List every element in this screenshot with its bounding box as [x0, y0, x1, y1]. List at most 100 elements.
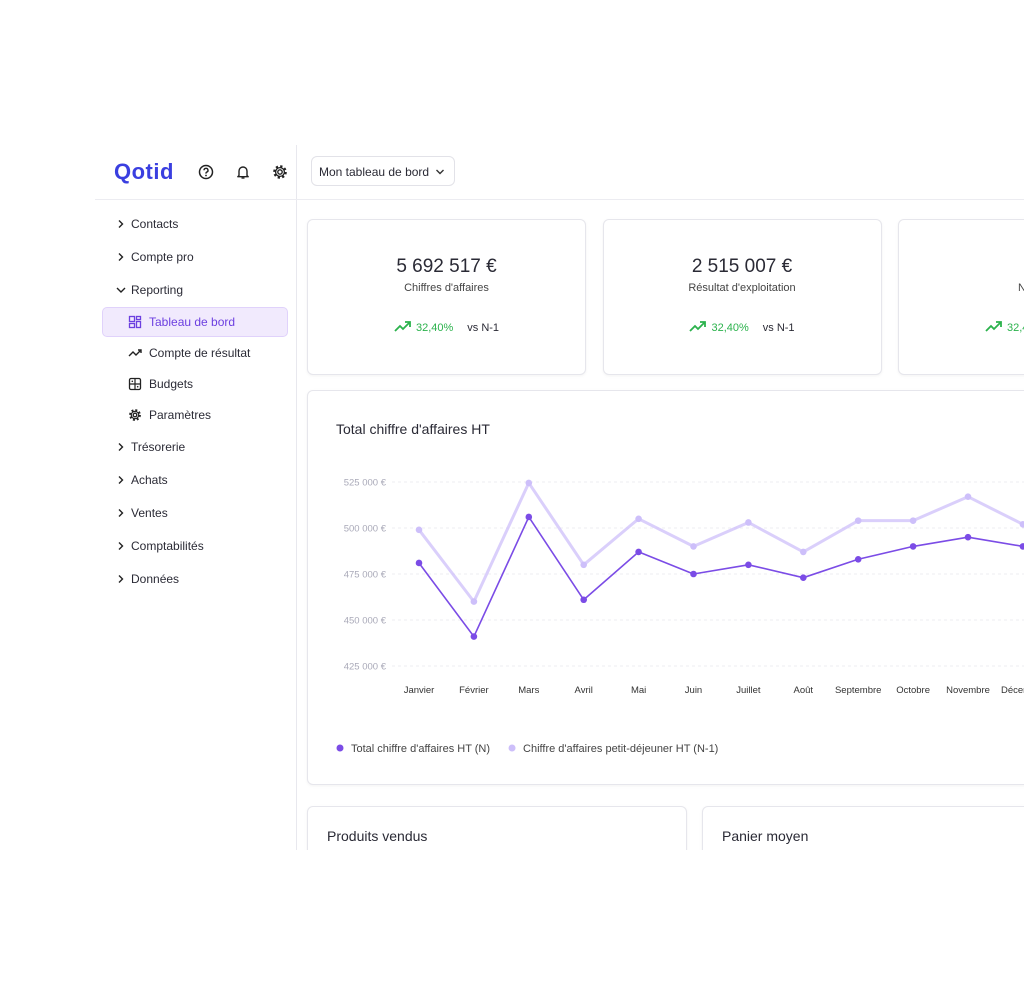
logo[interactable]: Qotid [114, 159, 174, 184]
y-tick-label: 500 000 € [344, 524, 387, 535]
app: Qotid Mon tableau de bord Contacts Compte… [95, 145, 1024, 850]
data-point [964, 533, 972, 541]
kpi-value: 36 [899, 256, 1024, 278]
data-point [800, 574, 807, 581]
kpi-card: 36 Nombre 32,40%vs N-1 [898, 219, 1024, 375]
y-tick-label: 525 000 € [344, 478, 387, 489]
kpi-change-value: 32,40% [1006, 322, 1024, 334]
data-point [415, 559, 423, 567]
data-point [964, 493, 972, 501]
data-point [1019, 543, 1024, 550]
header-border [95, 199, 1024, 200]
nav-subitem[interactable]: Budgets [95, 372, 295, 396]
x-tick-label: Mars [518, 685, 539, 696]
kpi-compare: vs N-1 [467, 322, 500, 334]
data-point [635, 515, 642, 523]
chart-card: Total chiffre d'affaires HT 425 000 € 450… [307, 390, 1024, 785]
kpi-label: Résultat d'exploitation [688, 282, 796, 294]
data-point [854, 555, 862, 563]
data-point [909, 543, 917, 550]
nav-label: Reporting [131, 283, 184, 297]
nav-item[interactable]: Reporting [95, 278, 295, 302]
x-tick-label: Octobre [896, 685, 930, 696]
nav-label: Données [131, 572, 180, 586]
data-point [525, 479, 533, 487]
bell-icon[interactable] [234, 163, 252, 181]
kpi-label: Nombre [1017, 282, 1024, 294]
x-tick-label: Novembre [946, 685, 990, 696]
data-point [690, 543, 697, 550]
data-point [745, 561, 752, 569]
nav-label: Achats [131, 473, 168, 487]
nav-label: Compte pro [131, 250, 194, 264]
select-chevron [436, 169, 444, 175]
data-point [800, 548, 807, 556]
series-line [418, 516, 1024, 638]
nav-chevron [118, 542, 124, 550]
nav-label: Trésorerie [131, 440, 186, 454]
settings-icon[interactable] [271, 163, 289, 181]
nav-label: Comptabilités [131, 539, 204, 553]
nav-item[interactable]: Achats [95, 468, 295, 492]
trend-icon [689, 321, 707, 332]
kpi-card: 5 692 517 € Chiffres d'affaires 32,40% vs N… [307, 219, 586, 375]
kpi-change: 32,40%vs N-1 [899, 320, 1024, 334]
x-tick-label: Janvier [404, 685, 435, 696]
nav-chevron [118, 443, 124, 451]
data-point [1019, 521, 1024, 528]
kpi-change: 32,40% vs N-1 [604, 320, 881, 334]
nav-item[interactable]: Ventes [95, 501, 295, 525]
nav-icon [128, 349, 142, 357]
x-tick-label: Juin [685, 685, 702, 696]
nav-label: Ventes [131, 506, 168, 520]
data-point [470, 633, 478, 640]
panel-title: Produits vendus [327, 828, 428, 844]
trend-icon [394, 321, 411, 332]
nav-subitem[interactable]: Paramètres [95, 403, 295, 427]
kpi-change-value: 32,40% [415, 322, 454, 334]
nav-item[interactable]: Compte pro [95, 245, 295, 269]
data-point [580, 561, 587, 569]
help-icon[interactable] [197, 163, 215, 181]
kpi-value: 2 515 007 € [691, 256, 793, 277]
select-label: Mon tableau de bord [319, 165, 430, 179]
data-point [635, 548, 642, 556]
x-tick-label: Février [459, 685, 489, 696]
x-tick-label: Mai [631, 685, 646, 696]
nav-subitem[interactable]: Compte de résultat [95, 341, 295, 365]
x-tick-label: Août [794, 685, 814, 696]
data-point [470, 598, 478, 605]
kpi-card: 2 515 007 € Résultat d'exploitation 32,40%… [602, 219, 882, 375]
nav-label: Compte de résultat [149, 346, 251, 360]
dashboard-select[interactable]: Mon tableau de bord [311, 156, 455, 186]
data-point [580, 596, 587, 604]
nav-label: Paramètres [149, 408, 212, 422]
legend-label: Chiffre d'affaires petit-déjeuner HT (N-… [523, 743, 718, 755]
nav-chevron [118, 476, 124, 484]
nav-item[interactable]: Contacts [95, 212, 295, 236]
nav-chevron [116, 287, 126, 293]
panel-card: Panier moyen [702, 806, 1024, 850]
nav-chevron [118, 220, 124, 228]
nav-icon [128, 377, 142, 391]
nav-item[interactable]: Trésorerie [95, 435, 295, 459]
nav-icon [128, 315, 142, 329]
nav-subitem[interactable]: Tableau de bord [95, 310, 295, 334]
legend-label: Total chiffre d'affaires HT (N) [351, 743, 490, 755]
data-point [854, 517, 862, 524]
nav-item[interactable]: Données [95, 567, 295, 591]
nav-chevron [118, 253, 124, 261]
series-line [417, 481, 1024, 604]
nav-icon [129, 409, 141, 421]
chart: 425 000 € 450 000 € 475 000 € 500 000 € 525 … [336, 478, 1024, 755]
kpi-compare: vs N-1 [762, 322, 795, 334]
nav-chevron [118, 575, 124, 583]
x-tick-label: Décembre [1001, 685, 1024, 696]
kpi-change-value: 32,40% [711, 322, 749, 334]
nav-item[interactable]: Comptabilités [95, 534, 295, 558]
panel-card: Produits vendus [307, 806, 687, 850]
nav-label: Contacts [131, 217, 179, 231]
data-point [690, 570, 697, 578]
legend-swatch [336, 744, 344, 752]
